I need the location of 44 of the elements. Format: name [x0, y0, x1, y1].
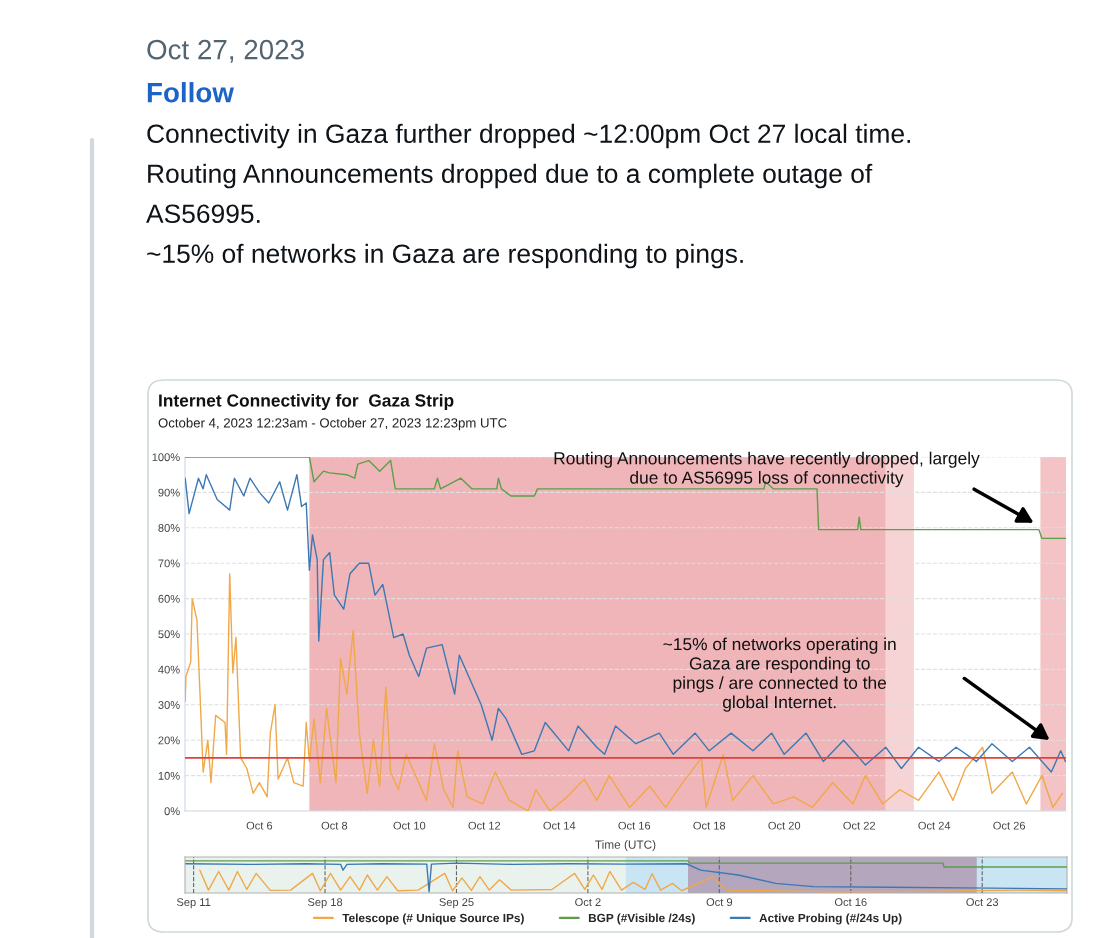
x-tick-label: Sep 18	[307, 898, 343, 909]
y-tick-label: 60%	[158, 594, 180, 603]
text: Follow	[147, 82, 234, 103]
y-tick-label: 90%	[158, 488, 180, 497]
x-tick-label: Oct 16	[834, 898, 867, 907]
x-tick-label: Oct 26	[993, 821, 1026, 830]
legend-label: BGP (#Visible /24s)	[588, 913, 695, 925]
x-tick-label: Oct 8	[321, 821, 348, 830]
annotation: ~15% of networks operating in Gaza are responding to pings / are connected to the global Internet.	[663, 637, 896, 712]
y-tick-label: 30%	[158, 701, 180, 709]
x-tick-label: Oct 20	[768, 821, 801, 830]
x-tick-label: Oct 6	[246, 821, 273, 830]
x-tick-label: Sep 25	[439, 898, 474, 909]
text: ~15% of networks in Gaza are responding to pings.	[147, 243, 743, 269]
legend-label: Active Probing (#/24s Up)	[759, 913, 902, 925]
annotation: Routing Announcements have recently dropped, largely due to AS56995 loss of connectivity	[554, 451, 980, 488]
y-tick-label: 0%	[164, 807, 180, 816]
y-tick-label: 40%	[158, 665, 180, 674]
text: Connectivity in Gaza further dropped ~12:00pm Oct 27 local time.	[147, 123, 910, 149]
text: Oct 27, 2023	[147, 39, 304, 63]
y-tick-label: 80%	[158, 524, 180, 532]
x-tick-label: Oct 10	[393, 821, 426, 830]
x-axis-title: Time (UTC)	[595, 840, 656, 852]
x-tick-label: Oct 18	[693, 821, 726, 830]
x-tick-label: Oct 14	[543, 821, 576, 830]
y-tick-label: 50%	[158, 630, 180, 639]
chart-subtitle: October 4, 2023 12:23am - October 27, 2023 12:23pm UTC	[158, 417, 507, 431]
x-tick-label: Oct 23	[966, 898, 999, 907]
line-series	[185, 573, 1063, 811]
text: Routing Announcements dropped due to a complete outage of	[148, 163, 873, 189]
x-tick-label: Oct 16	[618, 821, 651, 830]
x-tick-label: Oct 24	[918, 821, 951, 830]
y-tick-label: 70%	[158, 559, 180, 568]
x-tick-label: Oct 9	[706, 898, 733, 907]
legend-label: Telescope (# Unique Source IPs)	[342, 913, 524, 925]
chart-title: Internet Connectivity for Gaza Strip	[159, 393, 454, 411]
text: AS56995.	[146, 204, 260, 224]
y-tick-label: 20%	[158, 736, 180, 745]
x-tick-label: Oct 22	[843, 821, 876, 830]
y-tick-label: 100%	[152, 453, 180, 462]
y-tick-label: 10%	[158, 771, 180, 780]
x-tick-label: Oct 12	[468, 821, 501, 830]
x-tick-label: Oct 2	[575, 898, 601, 907]
x-tick-label: Sep 11	[176, 898, 211, 909]
